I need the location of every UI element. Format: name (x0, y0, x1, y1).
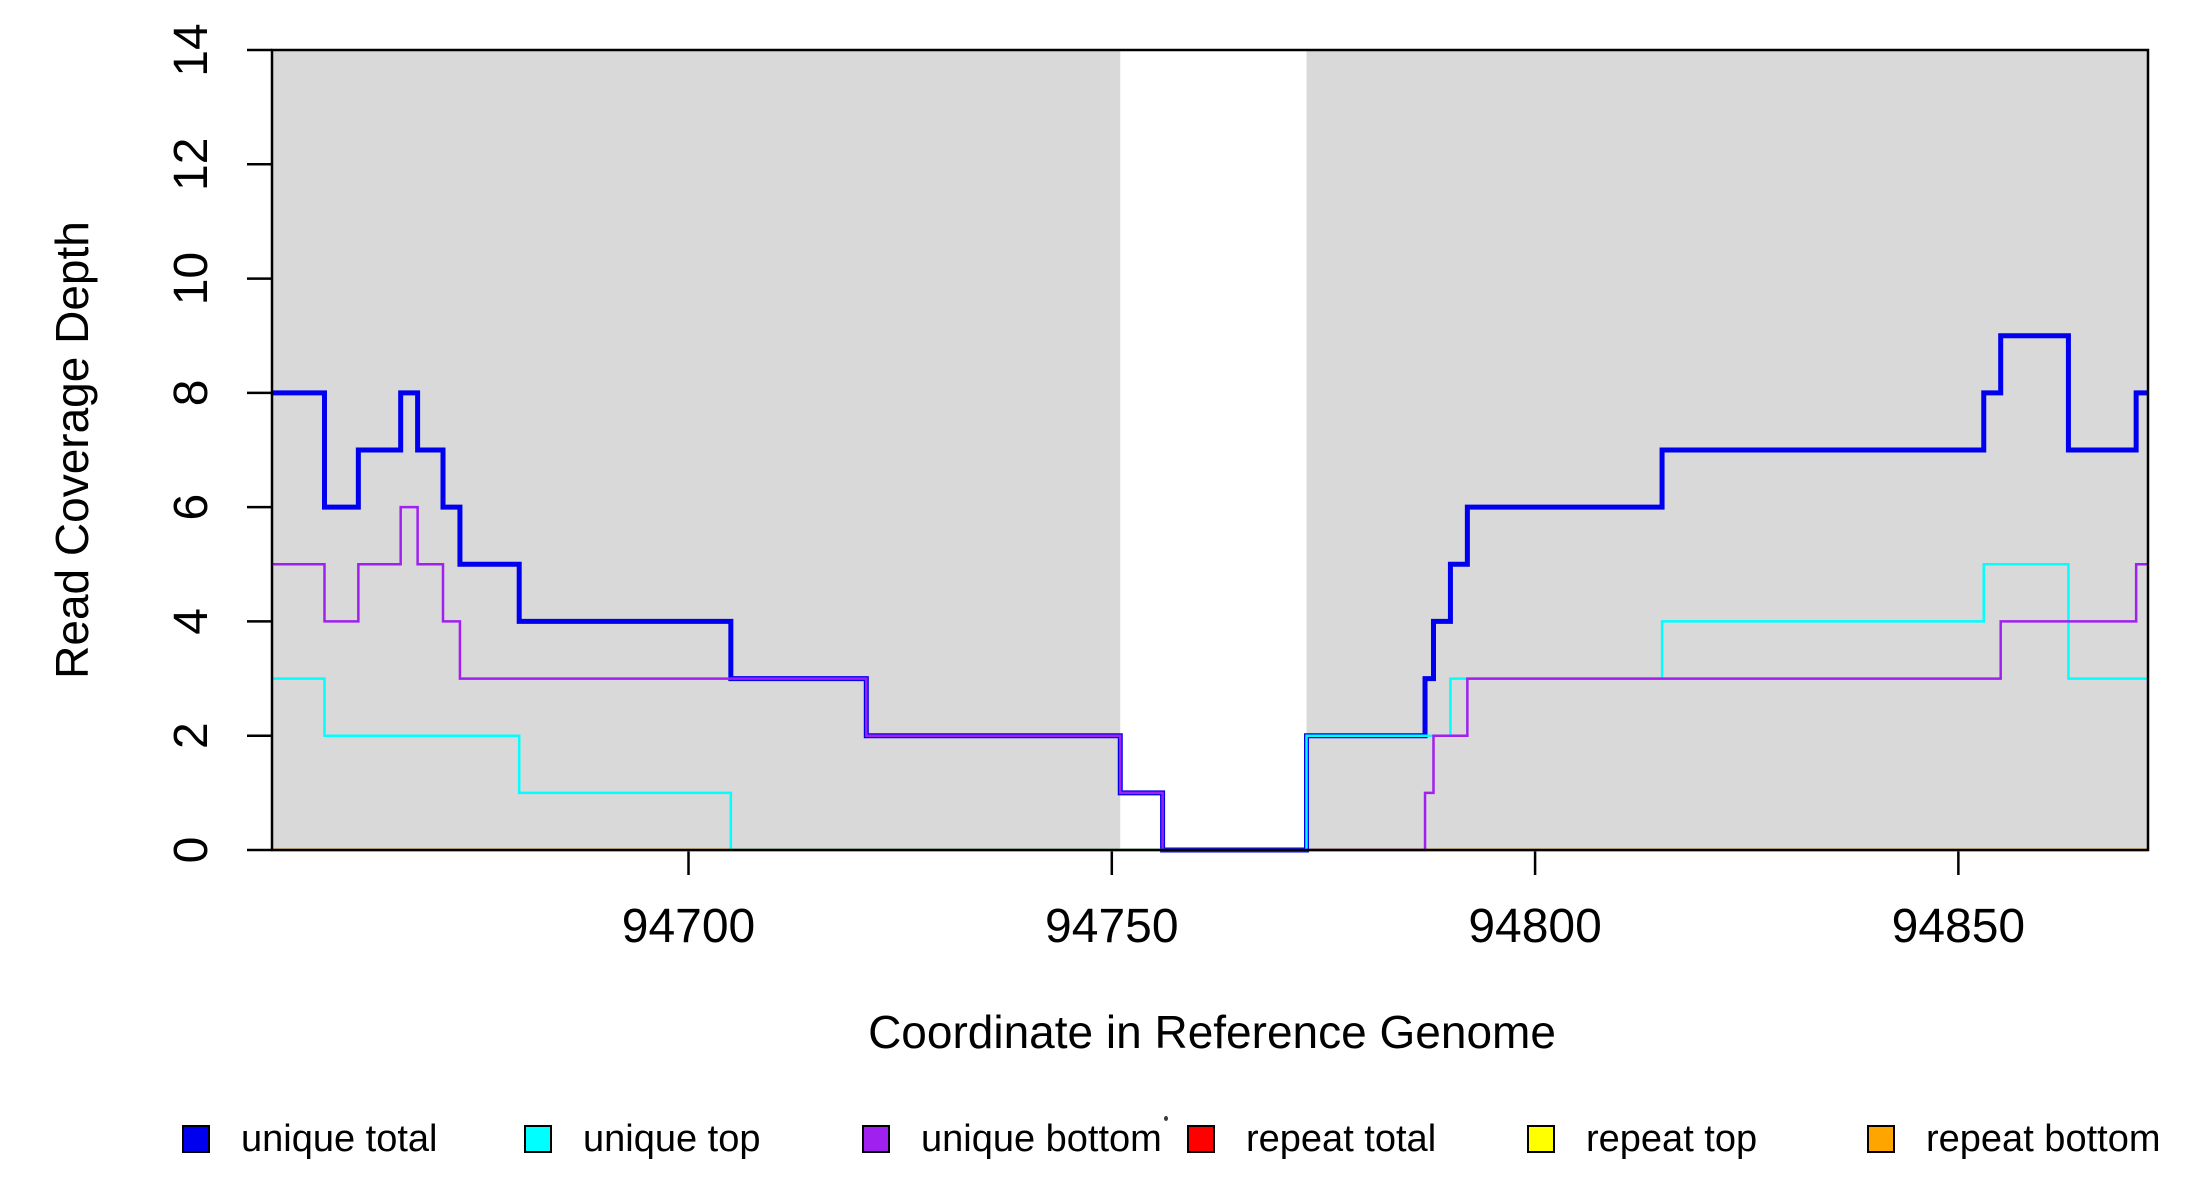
legend-swatch-repeat-top (1527, 1125, 1555, 1153)
legend-item-unique-top: unique top (524, 1118, 761, 1160)
x-tick-label: 94850 (1892, 900, 2025, 953)
y-axis-label: Read Coverage Depth (46, 221, 98, 679)
legend-item-unique-bottom: unique bottom (862, 1118, 1162, 1160)
legend-label: unique total (241, 1118, 438, 1160)
legend-item-repeat-bottom: repeat bottom (1867, 1118, 2161, 1160)
x-tick-label: 94700 (622, 900, 755, 953)
stray-dot (1164, 1116, 1168, 1121)
legend-label: repeat bottom (1926, 1118, 2161, 1160)
x-axis-label: Coordinate in Reference Genome (868, 1006, 1556, 1058)
x-tick-label: 94800 (1468, 900, 1601, 953)
legend-label: repeat top (1586, 1118, 1758, 1160)
legend-swatch-unique-top (524, 1125, 552, 1153)
x-tick-label: 94750 (1045, 900, 1178, 953)
series-line-unique-top (272, 563, 2148, 852)
y-tick-label: 6 (165, 494, 218, 521)
y-tick-label: 0 (165, 837, 218, 864)
legend-label: unique bottom (921, 1118, 1162, 1160)
y-tick-label: 10 (165, 252, 218, 305)
legend-swatch-unique-bottom (862, 1125, 890, 1153)
shaded-region-unique-region-left (272, 50, 1121, 850)
y-tick-label: 2 (165, 722, 218, 749)
legend-item-repeat-top: repeat top (1527, 1118, 1758, 1160)
legend-label: repeat total (1246, 1118, 1437, 1160)
legend-label: unique top (583, 1118, 761, 1160)
y-tick-label: 4 (165, 608, 218, 635)
y-tick-label: 8 (165, 380, 218, 407)
legend-item-unique-total: unique total (182, 1118, 438, 1160)
y-tick-label: 14 (165, 23, 218, 76)
plot-border (270, 48, 2150, 852)
legend-swatch-unique-total (182, 1125, 210, 1153)
legend-swatch-repeat-bottom (1867, 1125, 1895, 1153)
legend-item-repeat-total: repeat total (1187, 1118, 1437, 1160)
y-tick-label: 12 (165, 138, 218, 191)
legend: unique total unique top unique bottom repea… (0, 1118, 2200, 1162)
axes-layer: 94700 94750 94800 94850 0 2 4 6 8 10 12 14 (165, 23, 2025, 953)
legend-swatch-repeat-total (1187, 1125, 1215, 1153)
series-line-unique-bottom (272, 505, 2148, 852)
